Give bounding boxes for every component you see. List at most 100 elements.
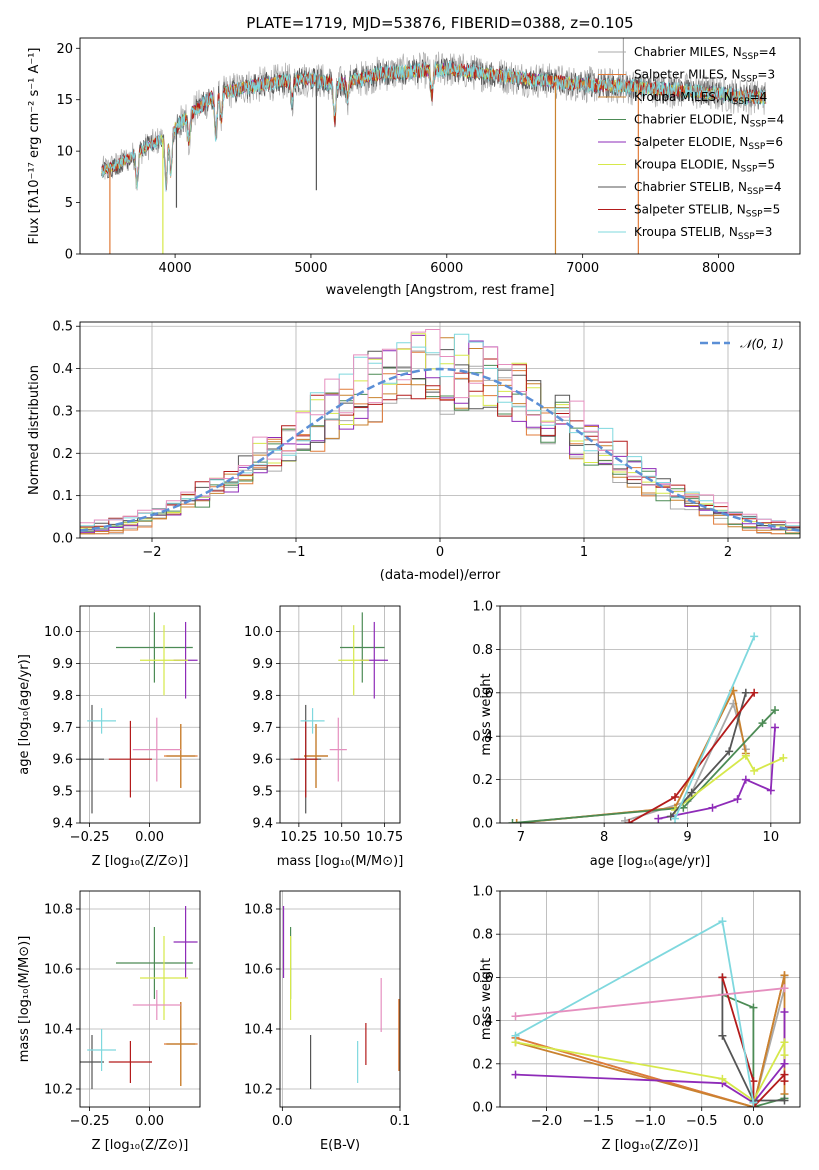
plot-area-spectrum [101, 38, 767, 254]
grid-lines [280, 891, 401, 1107]
weight-series [511, 917, 758, 1107]
y-tick-label: 9.9 [52, 657, 73, 672]
errorbar-point [166, 1002, 196, 1086]
weight-marker [511, 1012, 520, 1021]
x-tick-label: −1.0 [634, 1114, 666, 1129]
x-tick-label: 10.25 [280, 830, 317, 845]
y-tick-label: 0.8 [472, 643, 493, 658]
x-tick-label: 8 [600, 830, 608, 845]
weight-line [722, 993, 785, 1107]
weight-marker [771, 723, 779, 732]
y-tick-label: 0.2 [472, 1057, 493, 1072]
x-axis-label: wavelength [Angstrom, rest frame] [326, 283, 555, 298]
grid-lines [500, 890, 800, 1108]
y-tick-label: 0 [65, 248, 73, 263]
weight-marker [766, 786, 775, 795]
axes-weight-vs-age: 7 8 9 10 0.0 0.2 0.4 0.6 0.8 1.0 age [log₁₀(age/yr… [472, 600, 801, 869]
x-tick-label: 7000 [566, 261, 599, 276]
y-tick-label: 0.5 [52, 320, 73, 335]
x-tick-label: 0.00 [135, 1114, 164, 1129]
weight-marker [780, 1077, 789, 1086]
weight-marker [750, 632, 759, 641]
weight-marker [741, 775, 750, 784]
plot-area-weight-vs-Z [511, 917, 789, 1107]
x-tick-label: 1 [580, 545, 588, 560]
frame-ticks: 10.25 10.50 10.75 9.4 9.5 9.6 9.7 9.8 9.9 10.0 [244, 605, 403, 845]
weight-series [654, 723, 779, 823]
weight-marker [725, 747, 734, 756]
errorbar-point [116, 612, 193, 683]
weight-marker [780, 1051, 789, 1060]
weight-marker [718, 1031, 727, 1040]
weight-series [512, 686, 738, 823]
x-tick-label: 0.00 [135, 830, 164, 845]
legend-label: Chabrier MILES, NSSP=4 [634, 45, 776, 62]
x-tick-label: 10.75 [366, 830, 403, 845]
y-tick-label: 1.0 [472, 885, 493, 900]
plot-area-age-vs-mass [290, 612, 388, 814]
weight-marker [780, 1096, 789, 1105]
y-tick-label: 0.3 [52, 404, 73, 419]
axes-frame [79, 890, 201, 1108]
errorbar-point [300, 708, 325, 734]
y-tick-label: 10.2 [44, 1083, 73, 1098]
errorbar-point [108, 720, 152, 798]
y-axis-label: Normed distribution [27, 365, 42, 495]
axes-residuals: −2 −1 0 1 2 0.0 0.1 0.2 0.3 0.4 0.5 𝒩(0, 1) (data-mo… [27, 320, 801, 583]
x-axis-label: Z [log₁₀(Z/Z⊙)] [92, 854, 189, 869]
x-tick-label: −1 [286, 545, 305, 560]
y-tick-label: 10.6 [244, 963, 273, 978]
weight-marker [718, 973, 727, 982]
grid-lines [280, 606, 400, 824]
x-tick-label: 0.0 [743, 1114, 764, 1129]
errorbar-point [329, 717, 347, 782]
errorbar-point [80, 704, 104, 814]
x-tick-label: −2 [142, 545, 161, 560]
y-axis-label: Flux [fλ10⁻¹⁷ erg cm⁻² s⁻¹ A⁻¹] [27, 48, 42, 245]
weight-series [511, 984, 789, 1021]
errorbar-point [140, 936, 188, 1020]
frame-ticks: −0.25 0.00 10.2 10.4 10.6 10.8 [44, 890, 201, 1129]
frame-ticks: −2.0 −1.5 −1.0 −0.5 0.0 0.0 0.2 0.4 0.6 0.8 1.0 [472, 885, 801, 1129]
weight-marker [666, 812, 675, 821]
y-tick-label: 9.7 [52, 721, 73, 736]
y-tick-label: 15 [56, 93, 73, 108]
x-tick-label: 6000 [430, 261, 463, 276]
axes-frame [79, 37, 801, 255]
x-tick-label: 10.50 [323, 830, 360, 845]
x-axis-label: mass [log₁₀(M/M⊙)] [277, 854, 404, 869]
errorbar-point [338, 625, 370, 696]
weight-marker [780, 1007, 789, 1016]
y-tick-label: 10.0 [244, 625, 273, 640]
axes-frame [499, 605, 801, 824]
errorbar-point [116, 927, 193, 999]
weight-marker [511, 1070, 520, 1079]
weight-marker [750, 766, 759, 775]
plot-area-residuals [80, 329, 800, 538]
y-tick-label: 0.2 [52, 447, 73, 462]
grid-lines [80, 891, 200, 1107]
y-tick-label: 5 [65, 196, 73, 211]
x-tick-label: 10 [763, 830, 780, 845]
x-tick-label: −0.25 [70, 830, 110, 845]
y-tick-label: 0.8 [472, 928, 493, 943]
legend-label: Kroupa STELIB, NSSP=3 [634, 225, 772, 242]
histogram-step [80, 329, 800, 538]
frame-ticks: −0.25 0.00 9.4 9.5 9.6 9.7 9.8 9.9 10.0 [44, 605, 201, 845]
weight-series [508, 706, 779, 823]
legend-label: Kroupa MILES, NSSP=4 [634, 90, 767, 107]
x-tick-label: −0.25 [70, 1114, 110, 1129]
y-tick-label: 0.0 [52, 532, 73, 547]
weight-marker [671, 814, 679, 823]
legend-label: Kroupa ELODIE, NSSP=5 [634, 158, 775, 175]
frame-ticks: 4000 5000 6000 7000 8000 0 5 10 15 20 [56, 37, 801, 276]
weight-marker [718, 1074, 727, 1083]
weight-line [512, 709, 776, 823]
y-tick-label: 0.1 [52, 489, 73, 504]
plot-area-mass-vs-ebv [282, 906, 400, 1089]
y-axis-label: age [log₁₀(age/yr)] [17, 654, 32, 775]
weight-marker [512, 819, 521, 823]
axes-frame [279, 605, 401, 824]
weight-marker [749, 1003, 758, 1012]
weight-series [512, 686, 750, 823]
